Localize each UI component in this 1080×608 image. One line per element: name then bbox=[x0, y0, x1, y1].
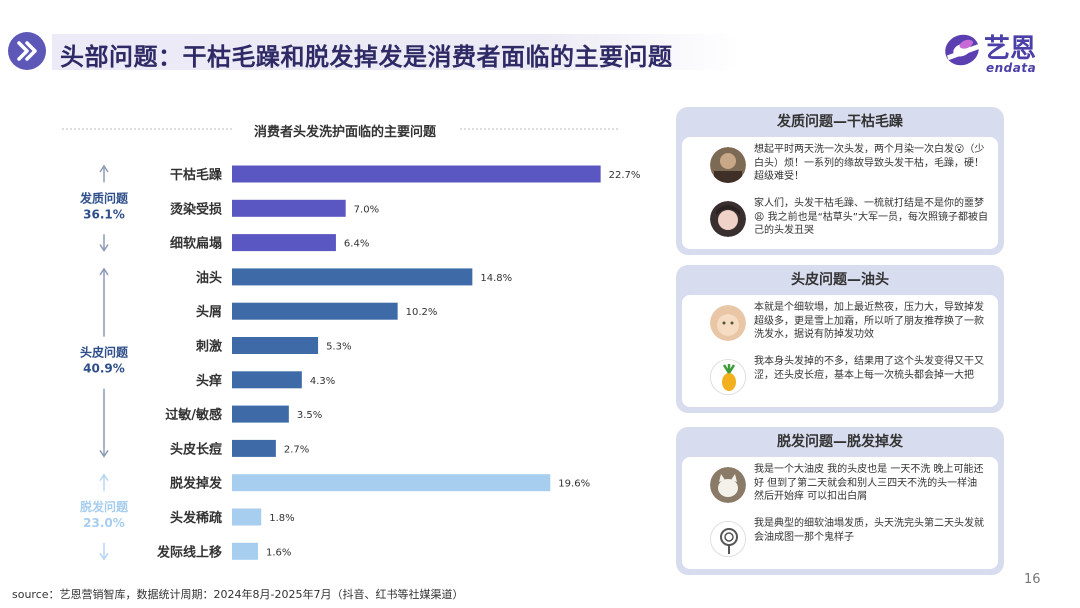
comment-text: 想起平时两天洗一次头发，两个月染一次白发😮（少白头）烦！一系列的缘故导致头发干枯… bbox=[754, 144, 985, 182]
bar bbox=[232, 405, 289, 423]
value-label: 22.7% bbox=[609, 170, 641, 181]
page-number: 16 bbox=[1024, 572, 1041, 587]
page-header: 头部问题：干枯毛躁和脱发掉发是消费者面临的主要问题 艺恩 endata bbox=[0, 28, 1080, 78]
group-name: 发质问题 bbox=[79, 190, 129, 205]
panel-scalp: 头皮问题—油头 本就是个细软塌，加上最近熬夜，压力大，导致掉发超级多，更是雪上加… bbox=[676, 265, 1004, 413]
source-note: source：艺恩营销智库，数据统计周期：2024年8月-2025年7月（抖音、… bbox=[12, 588, 464, 601]
page-title: 头部问题：干枯毛躁和脱发掉发是消费者面临的主要问题 bbox=[60, 43, 673, 71]
bar bbox=[232, 474, 551, 492]
comment-text: 我是典型的细软油塌发质，头天洗完头第二天头发就会油成图一那个鬼样子 bbox=[754, 518, 984, 543]
panel-title: 脱发问题—脱发掉发 bbox=[777, 434, 903, 450]
category-label: 刺激 bbox=[196, 339, 223, 355]
category-label: 细软扁塌 bbox=[170, 236, 222, 252]
value-label: 14.8% bbox=[480, 273, 512, 284]
bar bbox=[232, 302, 398, 320]
pineapple-avatar-icon bbox=[710, 359, 746, 395]
value-label: 7.0% bbox=[354, 204, 379, 215]
bar-chart: 干枯毛躁 22.7% 烫染受损 7.0% 细软扁塌 6.4% 油头 14.8% 头屑 10.2% 刺… bbox=[62, 128, 641, 561]
lollipop-avatar-icon bbox=[710, 521, 746, 557]
bar bbox=[232, 234, 336, 252]
group-name: 头皮问题 bbox=[80, 345, 129, 360]
comment-text: 本就是个细软塌，加上最近熬夜，压力大，导致掉发超级多，更是雪上加霜，所以听了朋友… bbox=[754, 302, 984, 340]
bar bbox=[232, 199, 346, 217]
double-chevron-icon bbox=[8, 32, 46, 70]
category-label: 头屑 bbox=[196, 304, 222, 320]
value-label: 4.3% bbox=[310, 376, 335, 387]
endata-logo-icon bbox=[945, 34, 981, 66]
comment-text: 我本身头发掉的不多，结果用了这个头发变得又干又涩，还头皮长痘，基本上每一次梳头都… bbox=[754, 356, 984, 381]
panel-title: 发质问题—干枯毛躁 bbox=[777, 114, 903, 130]
bar bbox=[232, 337, 319, 354]
category-label: 脱发掉发 bbox=[170, 476, 223, 492]
title-bar: 头部问题：干枯毛躁和脱发掉发是消费者面临的主要问题 bbox=[52, 34, 742, 71]
category-label: 烫染受损 bbox=[170, 201, 222, 217]
category-label: 油头 bbox=[196, 270, 222, 286]
group-share: 40.9% bbox=[83, 362, 125, 376]
panel-hair-loss: 脱发问题—脱发掉发 我是一个大油皮 我的头皮也是 一天不洗 晚上可能还好 但到了… bbox=[676, 427, 1004, 575]
logo-text-cn: 艺恩 bbox=[984, 34, 1037, 64]
panel-comments: 想起平时两天洗一次头发，两个月染一次白发😮（少白头）烦！一系列的缘故导致头发干枯… bbox=[682, 137, 998, 249]
panel-comments: 我是一个大油皮 我的头皮也是 一天不洗 晚上可能还好 但到了第二天就会和别人三四… bbox=[682, 457, 998, 569]
panel-title: 头皮问题—油头 bbox=[791, 272, 889, 288]
panel-hair-quality: 发质问题—干枯毛躁 想起平时两天洗一次头发，两个月染一次白发😮（少白头）烦！一系… bbox=[676, 107, 1004, 255]
arrow-down-icon bbox=[99, 552, 109, 561]
category-label: 发际线上移 bbox=[156, 544, 222, 560]
user-avatar-girl-icon bbox=[710, 201, 746, 237]
category-label: 干枯毛躁 bbox=[170, 167, 222, 183]
arrow-down-icon bbox=[99, 449, 109, 458]
value-label: 19.6% bbox=[558, 479, 590, 490]
group-share: 36.1% bbox=[83, 207, 125, 221]
group-share: 23.0% bbox=[83, 516, 125, 530]
arrow-up-icon bbox=[99, 473, 109, 482]
value-label: 3.5% bbox=[297, 410, 322, 421]
bar bbox=[232, 508, 262, 526]
value-label: 10.2% bbox=[406, 307, 438, 318]
category-label: 头皮长痘 bbox=[170, 441, 222, 457]
category-label: 头发稀疏 bbox=[170, 510, 222, 526]
bar bbox=[232, 439, 276, 457]
arrow-up-icon bbox=[99, 267, 109, 276]
value-label: 2.7% bbox=[284, 444, 309, 455]
chart-title: 消费者头发洗护面临的主要问题 bbox=[253, 125, 436, 140]
value-label: 6.4% bbox=[344, 239, 369, 250]
value-label: 1.8% bbox=[269, 513, 294, 524]
comment-text: 家人们，头发干枯毛躁、一梳就打结是不是你的噩梦😩 我之前也是“枯草头”大军一员，… bbox=[754, 198, 988, 236]
user-avatar-photo-icon bbox=[710, 147, 746, 183]
category-label: 过敏/敏感 bbox=[165, 407, 222, 423]
comment-text: 我是一个大油皮 我的头皮也是 一天不洗 晚上可能还好 但到了第二天就会和别人三四… bbox=[754, 464, 984, 502]
cat-avatar-icon bbox=[710, 467, 746, 503]
group-name: 脱发问题 bbox=[80, 499, 129, 514]
category-label: 头痒 bbox=[196, 373, 222, 389]
bar bbox=[232, 268, 473, 286]
value-label: 1.6% bbox=[266, 547, 291, 558]
bar bbox=[232, 542, 258, 560]
bar bbox=[232, 165, 601, 183]
arrow-down-icon bbox=[99, 244, 109, 252]
logo-text-en: endata bbox=[986, 61, 1037, 75]
panel-comments: 本就是个细软塌，加上最近熬夜，压力大，导致掉发超级多，更是雪上加霜，所以听了朋友… bbox=[682, 295, 998, 407]
value-label: 5.3% bbox=[326, 342, 351, 353]
endata-logo: 艺恩 endata bbox=[940, 28, 1060, 76]
arrow-up-icon bbox=[99, 164, 109, 173]
bar bbox=[232, 371, 302, 389]
user-avatar-baby-icon bbox=[710, 305, 746, 341]
